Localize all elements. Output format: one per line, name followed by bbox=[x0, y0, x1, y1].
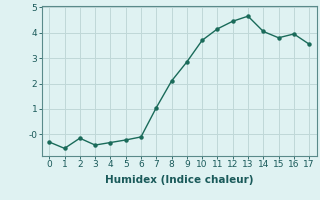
X-axis label: Humidex (Indice chaleur): Humidex (Indice chaleur) bbox=[105, 175, 253, 185]
